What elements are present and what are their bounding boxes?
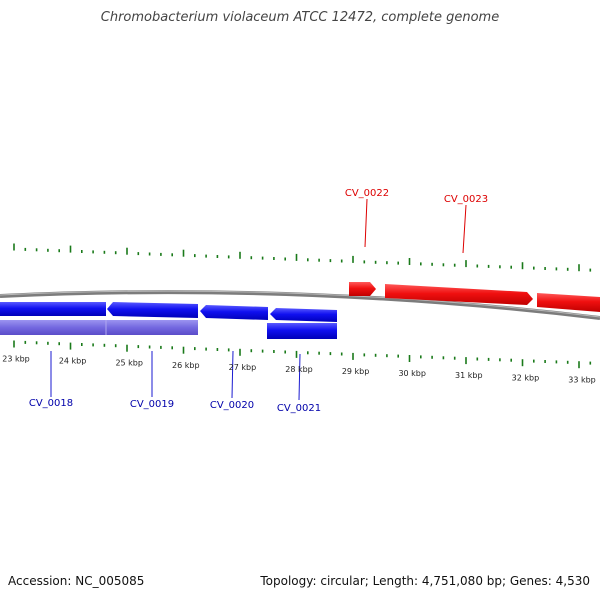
rna-feature-bar[interactable] <box>0 320 198 335</box>
reverse-strand-ticks <box>13 340 592 369</box>
gene-label-cv0022[interactable]: CV_0022 <box>345 188 389 199</box>
cv0022-leader <box>364 198 368 248</box>
scale-label: 33 kbp <box>568 375 596 384</box>
genome-backbone <box>0 290 600 320</box>
scale-label: 26 kbp <box>172 361 200 370</box>
gene-small-forward-arrow[interactable] <box>349 282 376 296</box>
scale-label: 24 kbp <box>59 357 87 366</box>
gene-cv0023-arrow[interactable] <box>537 293 600 312</box>
gene-label-cv0019[interactable]: CV_0019 <box>130 399 174 410</box>
gene-label-cv0020[interactable]: CV_0020 <box>210 400 254 411</box>
genome-backbone-highlight <box>0 290 600 318</box>
cv0021-leader <box>298 353 301 401</box>
gene-label-cv0018[interactable]: CV_0018 <box>29 398 73 409</box>
scale-label: 30 kbp <box>398 369 426 378</box>
gene-cv0021-arrow[interactable] <box>270 308 337 322</box>
scale-label: 27 kbp <box>229 363 257 372</box>
scale-label: 23 kbp <box>2 355 30 364</box>
cv0023-leader <box>462 204 467 254</box>
scale-label: 28 kbp <box>285 365 313 374</box>
genome-stats-text: Topology: circular; Length: 4,751,080 bp… <box>260 574 590 588</box>
accession-text: Accession: NC_005085 <box>8 574 145 588</box>
gene-label-cv0021[interactable]: CV_0021 <box>277 403 321 414</box>
scale-label: 29 kbp <box>342 367 370 376</box>
gene-cv0019-arrow[interactable] <box>107 302 198 318</box>
cv0020-leader <box>231 350 234 399</box>
scale-label: 32 kbp <box>512 373 540 382</box>
gene-cv0018-arrow[interactable] <box>0 302 106 316</box>
scale-labels: 23 kbp 24 kbp 25 kbp 26 kbp 27 kbp 28 kbp 29 k… <box>2 355 596 385</box>
forward-strand-ticks <box>13 243 592 272</box>
reverse-gene-bar[interactable] <box>267 323 337 339</box>
gene-label-cv0023[interactable]: CV_0023 <box>444 194 488 205</box>
gene-cv0020-arrow[interactable] <box>200 305 268 320</box>
gene-cv0022-arrow[interactable] <box>385 284 533 305</box>
genome-title: Chromobacterium violaceum ATCC 12472, co… <box>100 10 500 25</box>
scale-label: 25 kbp <box>115 359 143 368</box>
scale-label: 31 kbp <box>455 371 483 380</box>
